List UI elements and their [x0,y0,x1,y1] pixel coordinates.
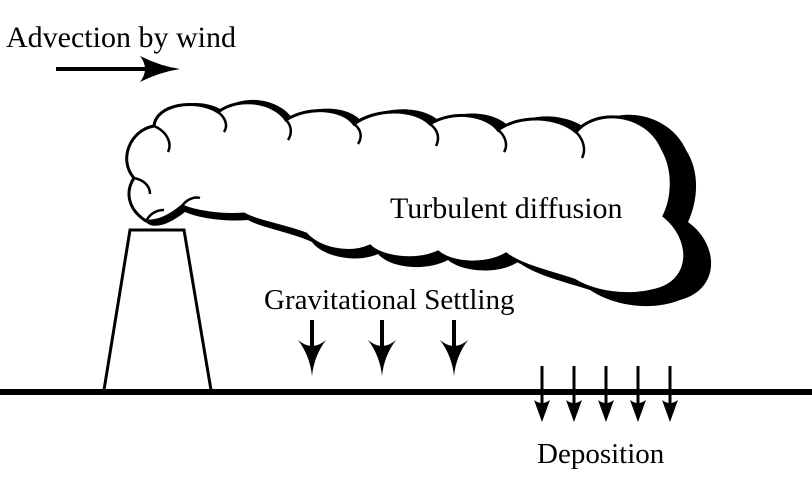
gravitational-settling-label: Gravitational Settling [264,284,514,316]
deposition-arrow [534,366,550,422]
advection-label: Advection by wind [6,21,236,54]
settling-arrow [298,320,326,376]
plume-outline [125,101,687,296]
deposition-arrow [662,366,678,422]
deposition-arrow [598,366,614,422]
smokestack [102,228,213,391]
deposition-label: Deposition [537,438,665,470]
plume-body [126,102,685,294]
deposition-arrow [630,366,646,422]
smoke-plume [125,99,712,307]
settling-arrow [440,320,468,376]
wind-arrow [56,56,180,82]
deposition-arrow [566,366,582,422]
settling-arrow [368,320,396,376]
deposition-arrows [534,366,678,422]
plume-puff-lines [133,111,586,222]
settling-arrows [298,320,468,376]
turbulent-diffusion-label: Turbulent diffusion [390,192,623,225]
